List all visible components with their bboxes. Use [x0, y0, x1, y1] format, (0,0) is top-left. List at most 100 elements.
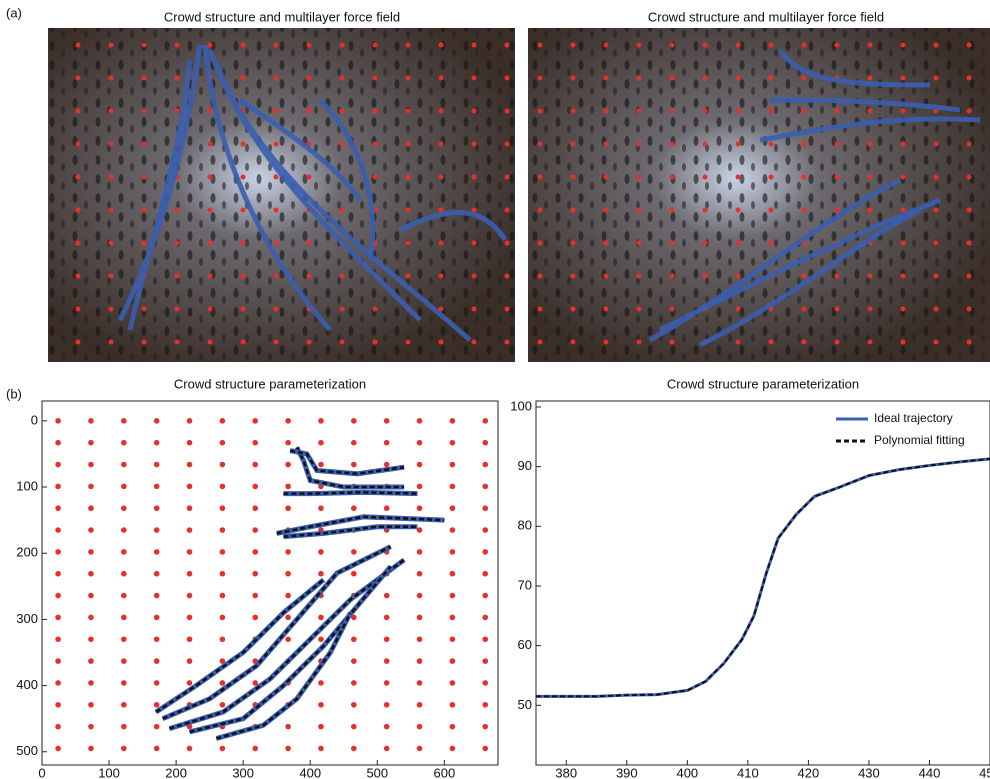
field-point [252, 549, 259, 555]
x-tick-label: 0 [38, 765, 45, 779]
field-point [186, 527, 193, 533]
field-point [482, 723, 489, 730]
field-point [121, 636, 127, 643]
field-point [121, 483, 127, 490]
field-point [252, 614, 259, 621]
field-point [153, 636, 160, 643]
field-point [186, 570, 193, 577]
field-point [153, 418, 160, 424]
series-line [536, 457, 990, 698]
field-point [153, 745, 160, 752]
fitted-trajectory [162, 545, 392, 720]
field-point [318, 614, 324, 621]
field-point [482, 505, 489, 512]
field-point [186, 680, 193, 686]
y-tick-label: 300 [16, 611, 38, 626]
field-point [449, 418, 456, 424]
field-point [153, 658, 160, 664]
field-point [416, 614, 423, 621]
field-point [186, 549, 193, 555]
y-tick-label: 90 [518, 458, 532, 473]
x-tick-label: 600 [434, 765, 456, 779]
field-point [449, 527, 456, 533]
field-point [285, 745, 291, 752]
x-tick-label: 500 [366, 765, 388, 779]
field-point [55, 418, 61, 424]
field-point [88, 592, 94, 599]
x-tick-label: 420 [798, 765, 820, 779]
field-point [88, 658, 94, 664]
field-point [88, 439, 94, 446]
field-point [416, 592, 423, 599]
field-point [153, 723, 160, 730]
field-point [482, 614, 489, 621]
field-point [351, 505, 357, 512]
field-point [351, 570, 357, 577]
fitted-trajectory [283, 491, 418, 495]
field-point [219, 505, 226, 512]
field-point [285, 614, 291, 621]
field-point [383, 418, 390, 424]
field-point [285, 570, 291, 577]
field-point [318, 680, 324, 686]
x-tick-label: 390 [616, 765, 638, 779]
field-point [416, 723, 423, 730]
field-point [219, 680, 226, 686]
field-point [121, 461, 127, 468]
field-point [285, 418, 291, 424]
field-point [219, 745, 226, 752]
fitted-trajectory [283, 525, 418, 538]
field-point [416, 418, 423, 424]
field-point [318, 570, 324, 577]
field-point [55, 636, 61, 643]
photo-title: Crowd structure and multilayer force fie… [648, 9, 884, 24]
field-point [219, 636, 226, 643]
field-point [318, 745, 324, 752]
plot-frame [41, 400, 499, 766]
field-point [285, 505, 291, 512]
field-point [186, 439, 193, 446]
field-point [153, 505, 160, 512]
field-point [121, 614, 127, 621]
field-point [416, 549, 423, 555]
field-point [285, 483, 291, 490]
field-point [252, 745, 259, 752]
field-point [88, 505, 94, 512]
field-point [153, 483, 160, 490]
field-point [416, 636, 423, 643]
field-point [153, 701, 160, 708]
field-point [318, 505, 324, 512]
field-point [88, 461, 94, 468]
field-point [252, 527, 259, 533]
field-point [219, 439, 226, 446]
field-point [449, 745, 456, 752]
field-point [252, 461, 259, 468]
chart-title: Crowd structure parameterization [174, 376, 366, 391]
field-point [153, 592, 160, 599]
y-tick-label: 50 [518, 697, 532, 712]
field-point [219, 418, 226, 424]
field-point [55, 745, 61, 752]
field-point [252, 418, 259, 424]
field-point [186, 614, 193, 621]
field-point [285, 549, 291, 555]
ideal-trajectory [168, 557, 406, 731]
field-point [285, 723, 291, 730]
field-point [351, 658, 357, 664]
field-point [219, 549, 226, 555]
field-point [55, 570, 61, 577]
field-point [55, 439, 61, 446]
fitted-trajectory [189, 565, 392, 734]
field-point [482, 680, 489, 686]
field-point [186, 505, 193, 512]
field-point [383, 614, 390, 621]
field-point [55, 592, 61, 599]
field-point [482, 592, 489, 599]
field-point [383, 636, 390, 643]
field-point [121, 418, 127, 424]
field-point [383, 461, 390, 468]
field-point [55, 549, 61, 555]
field-point [449, 549, 456, 555]
field-point [121, 723, 127, 730]
field-point [55, 723, 61, 730]
